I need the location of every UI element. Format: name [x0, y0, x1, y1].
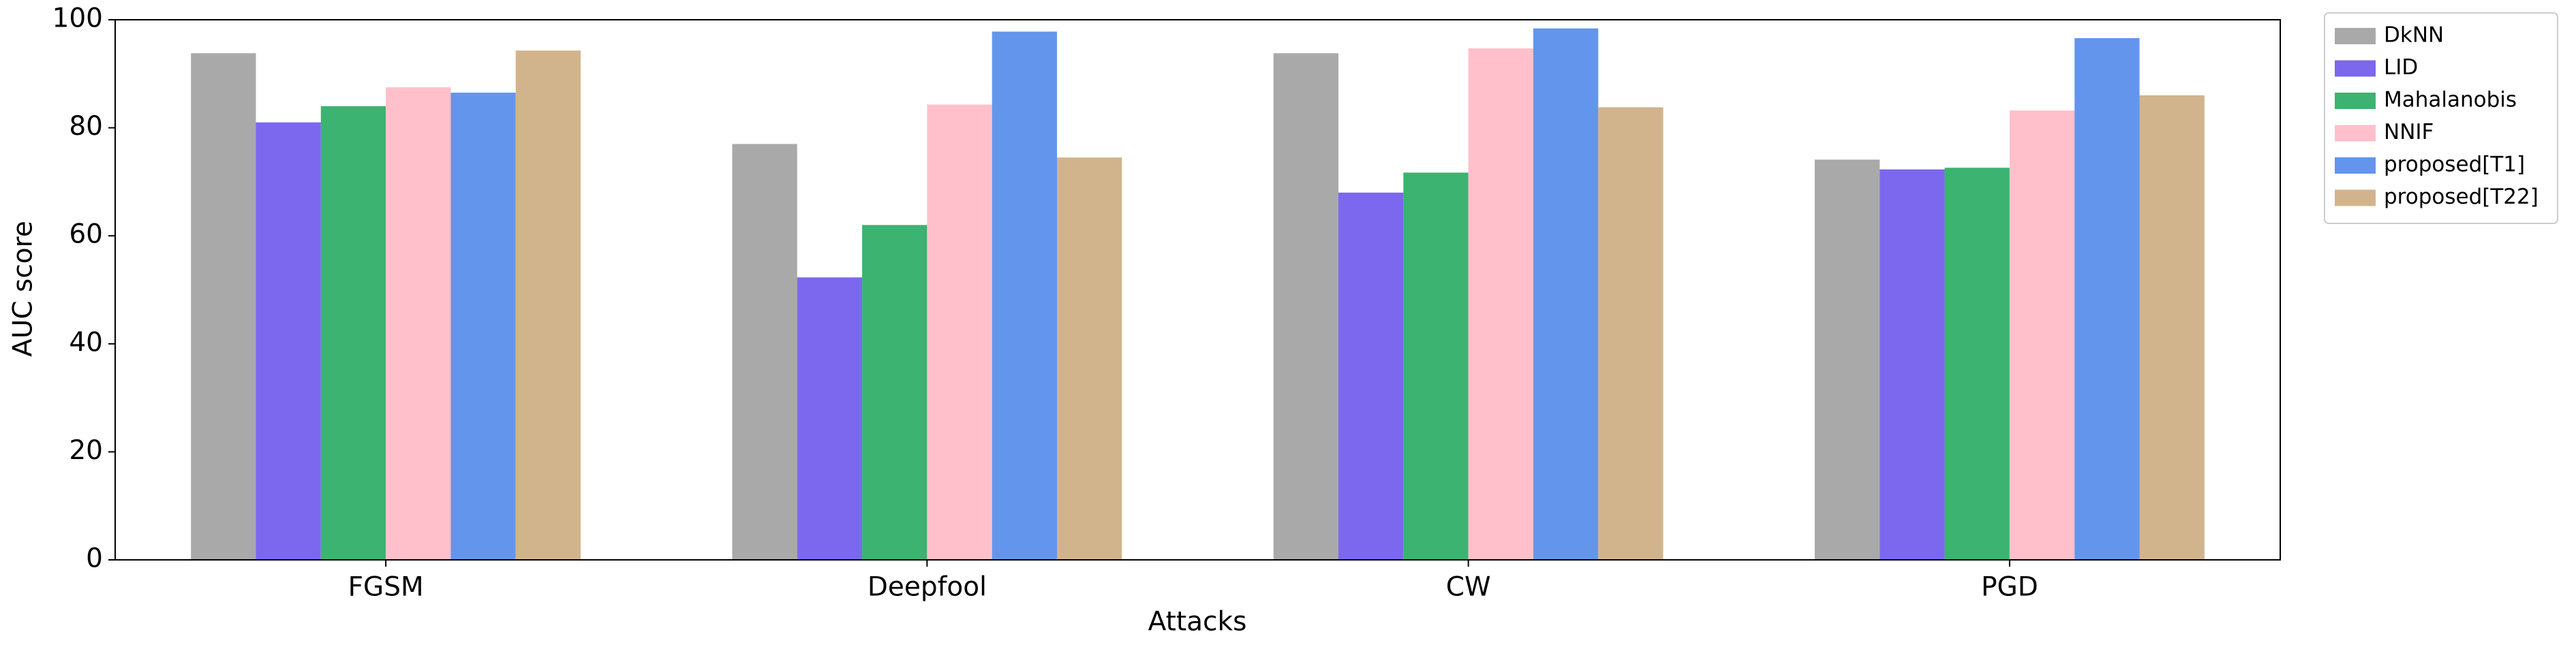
bar: [1056, 157, 1122, 561]
x-tick-label: PGD: [1981, 572, 2038, 603]
bar: [1944, 168, 2010, 561]
legend-label: proposed[T1]: [2384, 153, 2525, 177]
x-tick-label: FGSM: [348, 572, 424, 603]
legend-swatch: [2335, 125, 2376, 142]
x-tick-label: CW: [1446, 572, 1491, 603]
bar: [2009, 110, 2075, 560]
bar: [1273, 53, 1339, 560]
legend: DkNN LID Mahalanobis NNIF proposed[T1] propos…: [2324, 12, 2558, 224]
legend-label: proposed[T22]: [2384, 185, 2539, 209]
bar: [1533, 28, 1599, 561]
legend-label: NNIF: [2384, 120, 2434, 144]
bar: [1598, 107, 1663, 560]
bar: [1814, 159, 1880, 561]
y-tick-label: 60: [69, 219, 103, 250]
legend-label: Mahalanobis: [2384, 88, 2517, 112]
y-tick-label: 0: [86, 544, 103, 574]
legend-swatch: [2335, 28, 2376, 44]
bar: [927, 104, 992, 561]
y-tick-label: 20: [69, 435, 103, 466]
legend-swatch: [2335, 157, 2376, 174]
y-tick-label: 40: [69, 327, 103, 358]
legend-label: LID: [2384, 55, 2418, 80]
bar: [1403, 172, 1469, 560]
plot-frame: [114, 19, 2281, 561]
legend-frame: [2324, 12, 2558, 224]
bar: [2074, 37, 2140, 561]
y-tick-label: 100: [52, 3, 103, 34]
y-tick-label: 80: [69, 111, 103, 142]
bar: [862, 225, 927, 560]
bar: [191, 53, 256, 560]
legend-swatch: [2335, 60, 2376, 77]
legend-label: DkNN: [2384, 23, 2444, 48]
bar: [992, 31, 1057, 561]
y-axis-label: AUC score: [8, 221, 39, 357]
bar: [797, 277, 863, 560]
bar: [320, 106, 386, 560]
legend-swatch: [2335, 93, 2376, 109]
bar: [386, 87, 451, 560]
bar: [2139, 95, 2205, 560]
bar: [732, 144, 797, 560]
legend-swatch: [2335, 189, 2376, 206]
bar: [256, 122, 321, 561]
x-axis-label: Attacks: [1148, 607, 1247, 638]
bar: [515, 50, 581, 561]
bar: [1880, 169, 1945, 560]
x-tick-label: Deepfool: [868, 572, 987, 603]
bar: [1338, 192, 1404, 560]
bar: [1468, 48, 1533, 561]
bar: [450, 93, 516, 560]
